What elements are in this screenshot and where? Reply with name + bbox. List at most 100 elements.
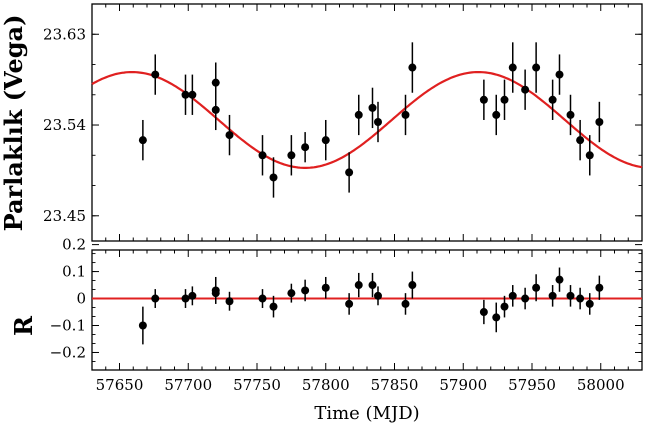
point-marker xyxy=(408,63,417,72)
point-marker xyxy=(188,291,197,300)
data-point xyxy=(181,289,190,308)
data-point xyxy=(301,132,310,163)
point-marker xyxy=(138,136,147,145)
point-marker xyxy=(401,110,410,119)
data-point xyxy=(492,302,501,333)
data-point xyxy=(576,287,585,310)
x-axis-title: Time (MJD) xyxy=(314,403,419,424)
x-tick-label: 57650 xyxy=(96,376,144,394)
bottom-ticks: 57650 57700 57750 57800 57850 57900 57950 58000… xyxy=(50,236,643,394)
data-point xyxy=(287,135,296,176)
data-point xyxy=(151,289,160,308)
x-tick-label: 57900 xyxy=(439,376,487,394)
point-marker xyxy=(374,117,382,126)
data-point xyxy=(585,135,594,176)
point-marker xyxy=(566,291,575,300)
data-point xyxy=(595,101,604,143)
point-marker xyxy=(258,151,267,160)
point-marker xyxy=(521,85,530,94)
data-point xyxy=(354,94,363,136)
data-point xyxy=(408,42,417,93)
point-marker xyxy=(555,275,564,284)
point-marker xyxy=(595,117,604,126)
data-point xyxy=(521,69,530,110)
point-marker xyxy=(225,297,234,306)
data-point xyxy=(595,275,604,300)
point-marker xyxy=(181,90,190,99)
point-marker xyxy=(211,286,220,295)
point-marker xyxy=(585,151,594,160)
point-marker xyxy=(555,70,564,79)
point-marker xyxy=(585,299,594,308)
point-marker xyxy=(368,103,377,112)
data-point xyxy=(225,114,234,156)
point-marker xyxy=(479,95,488,104)
point-marker xyxy=(321,136,330,145)
point-marker xyxy=(181,294,190,303)
y-tick-label: −0.1 xyxy=(50,317,86,335)
point-marker xyxy=(492,110,501,119)
y-tick-label: −0.2 xyxy=(50,343,86,361)
data-point xyxy=(225,291,234,311)
point-marker xyxy=(345,299,354,308)
point-marker xyxy=(225,131,234,140)
data-point xyxy=(211,276,220,304)
data-point xyxy=(555,267,564,292)
data-point xyxy=(492,94,501,136)
point-marker xyxy=(548,291,557,300)
data-point xyxy=(368,87,377,129)
point-marker xyxy=(401,299,410,308)
data-point xyxy=(401,94,410,136)
data-point xyxy=(188,74,197,115)
data-point xyxy=(354,272,363,298)
data-point xyxy=(532,42,541,93)
point-marker xyxy=(500,95,509,104)
point-marker xyxy=(258,294,267,303)
data-point xyxy=(269,295,278,318)
x-tick-label: 57850 xyxy=(371,376,419,394)
data-point xyxy=(181,74,190,115)
point-marker xyxy=(301,286,310,295)
data-point xyxy=(548,79,557,120)
y-tick-label: 0.2 xyxy=(62,236,86,254)
y-tick-label: 0.1 xyxy=(62,263,86,281)
data-point xyxy=(301,279,310,302)
data-point xyxy=(269,157,278,198)
y-tick-label: 23.54 xyxy=(43,116,86,134)
data-point xyxy=(500,79,509,120)
point-marker xyxy=(287,151,296,160)
data-point xyxy=(258,135,267,176)
data-point xyxy=(287,283,296,303)
point-marker xyxy=(368,281,377,290)
data-point xyxy=(345,293,354,315)
top-ticks: 23.45 23.54 23.63 xyxy=(43,4,643,241)
point-marker xyxy=(354,110,363,119)
point-marker xyxy=(479,308,488,317)
data-point xyxy=(479,299,488,325)
point-marker xyxy=(345,168,354,177)
top-data-points xyxy=(138,42,604,198)
data-point xyxy=(585,293,594,315)
x-tick-label: 57700 xyxy=(164,376,212,394)
point-marker xyxy=(576,294,585,303)
top-ylabel: Parlaklık (Vega) xyxy=(0,15,28,232)
point-marker xyxy=(151,294,160,303)
point-marker xyxy=(211,105,220,114)
data-point xyxy=(532,274,541,302)
data-point xyxy=(211,62,220,103)
data-point xyxy=(479,79,488,120)
x-tick-label: 57800 xyxy=(302,376,350,394)
data-point xyxy=(188,286,197,306)
point-marker xyxy=(354,281,363,290)
point-marker xyxy=(492,313,501,322)
data-point xyxy=(408,271,417,299)
point-marker xyxy=(500,302,509,311)
data-point xyxy=(138,306,147,345)
point-marker xyxy=(508,63,517,72)
point-marker xyxy=(508,291,517,300)
point-marker xyxy=(151,70,160,79)
point-marker xyxy=(374,291,382,300)
point-marker xyxy=(595,283,604,292)
point-marker xyxy=(269,302,278,311)
